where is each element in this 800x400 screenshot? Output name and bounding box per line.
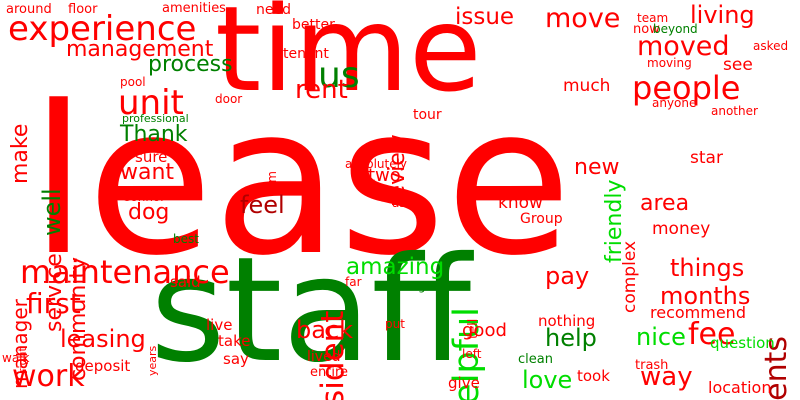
word-make: make <box>8 123 33 184</box>
word-new: new <box>574 155 620 180</box>
word-us: us <box>318 55 360 96</box>
word-want: want <box>120 160 175 185</box>
word-first: first <box>26 287 81 320</box>
word-need: need <box>256 2 291 18</box>
word-trash: trash <box>635 358 669 373</box>
word-pay: pay <box>545 262 590 290</box>
word-back: back <box>296 316 354 344</box>
word-fee: fee <box>688 317 736 352</box>
word-tour: tour <box>413 107 442 123</box>
word-kim: Kim <box>265 170 279 194</box>
word-anyone: anyone <box>652 96 697 110</box>
word-deposit: deposit <box>75 357 131 375</box>
word-staff: staff <box>150 226 472 395</box>
word-floor: floor <box>68 2 98 17</box>
word-care: care <box>48 107 62 134</box>
word-years: years <box>146 345 159 376</box>
word-way: way <box>640 362 693 392</box>
word-asked: asked <box>753 39 789 53</box>
word-good: good <box>462 320 507 341</box>
word-rent: rent <box>295 75 348 105</box>
word-star: star <box>690 148 723 168</box>
word-lived: lived <box>307 349 341 365</box>
word-moving: moving <box>647 56 692 70</box>
word-team: team <box>637 11 669 25</box>
word-money: money <box>652 219 711 239</box>
word-help: help <box>545 324 597 352</box>
word-ask: ask <box>392 196 413 210</box>
word-put: put <box>385 317 405 331</box>
word-well: well <box>38 187 66 236</box>
word-question: question <box>710 334 775 352</box>
word-see: see <box>723 55 753 75</box>
word-amenities: amenities <box>162 1 226 16</box>
word-far: far <box>345 275 362 289</box>
word-process: process <box>148 52 233 77</box>
word-around: around <box>6 2 52 17</box>
word-love: love <box>522 366 573 394</box>
word-feel: feel <box>240 191 285 219</box>
word-service: service <box>42 253 67 333</box>
word-thank: Thank <box>120 122 188 147</box>
word-issue: issue <box>455 4 515 30</box>
word-go: go <box>418 279 433 293</box>
word-recommend: recommend <box>650 303 746 322</box>
word-work: work <box>12 359 85 394</box>
word-give: give <box>448 374 480 392</box>
word-professional: professional <box>122 112 189 125</box>
word-management: management <box>66 37 214 62</box>
word-living: living <box>690 1 755 29</box>
word-door: door <box>215 92 243 106</box>
word-live: live <box>206 316 233 334</box>
word-experience: experience <box>8 9 197 49</box>
word-people: people <box>632 69 741 107</box>
word-move: move <box>545 3 621 34</box>
word-manager: manager <box>8 299 32 389</box>
word-nice: nice <box>636 323 686 351</box>
word-take: take <box>218 332 251 350</box>
word-tell: tell <box>466 318 481 340</box>
word-lease: lease <box>30 63 572 301</box>
word-area: area <box>640 191 690 216</box>
word-unit: unit <box>118 83 184 123</box>
word-pool: pool <box>120 75 146 89</box>
word-leasing: leasing <box>60 325 146 353</box>
word-took: took <box>577 367 610 385</box>
word-moved: moved <box>637 31 730 62</box>
word-left: left <box>462 347 482 361</box>
word-group: Group <box>520 211 563 227</box>
word-complex: complex <box>620 241 640 314</box>
word-maintenance: maintenance <box>20 253 230 291</box>
word-months: months <box>660 282 751 310</box>
word-sure: sure <box>135 148 168 166</box>
word-connor: Connor <box>122 190 166 204</box>
word-absolutely: absolutely <box>345 157 408 171</box>
word-nothing: nothing <box>538 312 596 330</box>
word-walk: walk <box>2 351 30 365</box>
word-much: much <box>563 76 611 96</box>
word-better: better <box>292 17 335 33</box>
word-two: two <box>368 165 401 186</box>
word-another: another <box>711 104 758 118</box>
word-location: location <box>708 378 772 397</box>
word-best: best <box>173 232 199 246</box>
word-clean: clean <box>518 352 553 367</box>
word-beyond: beyond <box>653 22 698 36</box>
word-entire: entire <box>310 365 349 380</box>
word-said: said <box>170 273 201 291</box>
word-things: things <box>670 254 745 282</box>
word-dog: dog <box>128 200 170 225</box>
word-tenant: tenant <box>283 46 329 62</box>
word-know: know <box>498 193 543 213</box>
word-say: say <box>223 350 249 368</box>
word-time: time <box>215 0 482 118</box>
word-right: right <box>16 347 29 373</box>
word-amazing: amazing <box>346 254 445 280</box>
word-now: now <box>633 22 660 37</box>
